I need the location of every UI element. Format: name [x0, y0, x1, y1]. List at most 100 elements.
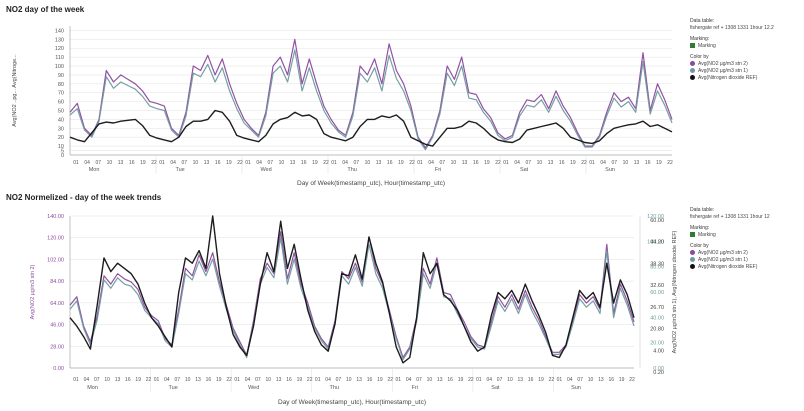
marking-value[interactable]: Marking [698, 232, 716, 238]
y2-tick-label: 80.00 [650, 265, 664, 271]
chart-panel-top [69, 26, 673, 174]
legend-item[interactable]: Avg(NO2 µg/m3 stn 2) [690, 61, 802, 68]
y-tick-label: 64.00 [50, 301, 64, 307]
x-tick-label: 04 [342, 160, 348, 166]
day-label: Mon [87, 385, 98, 391]
y2-tick-label: 60.00 [650, 218, 664, 224]
x-tick-label: 16 [559, 160, 565, 166]
y-tick-label: 140.00 [47, 214, 64, 220]
y2-axis-label: Avg(NO2 µg/m3 stn 1), Avg(Nitrogen dioxi… [672, 230, 678, 353]
y-tick-label: 30 [58, 126, 64, 132]
x-tick-label: 07 [354, 160, 360, 166]
x-tick-label: 13 [437, 377, 443, 383]
day-label: Sun [605, 167, 615, 173]
x-tick-label: 07 [182, 160, 188, 166]
x-tick-label: 04 [245, 377, 251, 383]
x-tick-label: 01 [154, 377, 160, 383]
legend-item[interactable]: Avg(Nitrogen dioxide REF) [690, 264, 802, 271]
day-label: Tue [175, 167, 184, 173]
marking-swatch [690, 43, 695, 49]
day-label: Wed [248, 385, 259, 391]
x-tick-label: 07 [612, 160, 618, 166]
x-tick-label: 07 [175, 377, 181, 383]
y2-tick-label: 60.00 [650, 290, 664, 296]
series-line-no2-stn2 [69, 231, 635, 359]
x-tick-label: 07 [577, 377, 583, 383]
x-tick-label: 22 [151, 160, 157, 166]
y2-tick-label: 120.00 [647, 214, 664, 220]
x-tick-label: 13 [118, 160, 124, 166]
x-tick-label: 13 [195, 377, 201, 383]
x-tick-label: 01 [476, 377, 482, 383]
x-tick-label: 04 [514, 160, 520, 166]
x-tick-label: 10 [279, 160, 285, 166]
x-tick-label: 13 [204, 160, 210, 166]
y-tick-label: 102.00 [47, 257, 64, 263]
data-table-label: Data table: [690, 18, 715, 24]
data-table-value[interactable]: fishergate ref + 1308 1331 1hour 12.2 [690, 25, 774, 31]
x-tick-label: 04 [256, 160, 262, 166]
legend-item[interactable]: Avg(NO2 µg/m3 stn 1) [690, 257, 802, 264]
day-label: Fri [435, 167, 441, 173]
legend-item[interactable]: Avg(NO2 µg/m3 stn 2) [690, 250, 802, 257]
x-tick-label: 10 [537, 160, 543, 166]
legend-top: Data table: fishergate ref + 1308 1331 1… [690, 18, 802, 82]
x-tick-label: 22 [549, 377, 555, 383]
x-tick-label: 04 [325, 377, 331, 383]
marking-value[interactable]: Marking [698, 43, 716, 49]
black-swatch [690, 264, 695, 270]
day-label: Wed [260, 167, 271, 173]
day-label: Thu [347, 167, 356, 173]
y-tick-label: 0.00 [53, 366, 64, 372]
x-tick-label: 01 [315, 377, 321, 383]
x-tick-label: 19 [458, 377, 464, 383]
legend-bottom: Data table: fishergate ref + 1308 1331 1… [690, 207, 802, 271]
y-tick-label: 0 [61, 153, 64, 159]
legend-item-label: Avg(NO2 µg/m3 stn 1) [698, 257, 748, 263]
x-tick-label: 10 [507, 377, 513, 383]
purple-swatch [690, 250, 695, 256]
color-by-label: Color by [690, 54, 709, 60]
x-tick-label: 19 [226, 160, 232, 166]
x-tick-label: 19 [619, 377, 625, 383]
x-tick-label: 22 [581, 160, 587, 166]
legend-item[interactable]: Avg(Nitrogen dioxide REF) [690, 75, 802, 82]
chart-title-bottom: NO2 Normelized - day of the week trends [6, 193, 162, 202]
x-tick-label: 22 [629, 377, 635, 383]
black-swatch [690, 75, 695, 81]
x-axis-label: Day of Week(timestamp_utc), Hour(timesta… [297, 180, 445, 187]
y-tick-label: 40 [58, 117, 64, 123]
x-tick-label: 13 [462, 160, 468, 166]
legend-item-label: Avg(Nitrogen dioxide REF) [698, 75, 758, 81]
y-tick-label: 84.00 [50, 279, 64, 285]
y2-tick-label: 0.00 [653, 366, 664, 372]
x-tick-label: 22 [323, 160, 329, 166]
data-table-value[interactable]: fishergate ref + 1308 1331 1hour 12 [690, 214, 770, 220]
x-tick-label: 04 [84, 160, 90, 166]
x-tick-label: 01 [396, 377, 402, 383]
x-tick-label: 16 [215, 160, 221, 166]
x-tick-label: 10 [185, 377, 191, 383]
x-tick-label: 04 [84, 377, 90, 383]
x-tick-label: 10 [365, 160, 371, 166]
y-tick-label: 100 [55, 64, 64, 70]
y-tick-label: 50 [58, 109, 64, 115]
x-tick-label: 04 [567, 377, 573, 383]
y-tick-label: 80 [58, 82, 64, 88]
y-tick-label: 46.00 [50, 323, 64, 329]
legend-item[interactable]: Avg(NO2 µg/m3 stn 1) [690, 68, 802, 75]
series-line-no2-stn1 [69, 237, 635, 361]
x-tick-label: 22 [388, 377, 394, 383]
x-tick-label: 04 [600, 160, 606, 166]
x-tick-label: 16 [473, 160, 479, 166]
x-tick-label: 10 [265, 377, 271, 383]
x-tick-label: 16 [447, 377, 453, 383]
day-label: Sat [520, 167, 529, 173]
y-axis-label: Avg(NO2 µg/m3 stn 2) [30, 264, 36, 319]
x-tick-label: 19 [312, 160, 318, 166]
x-tick-label: 22 [237, 160, 243, 166]
day-label: Sun [571, 385, 581, 391]
y-tick-label: 120 [55, 46, 64, 52]
x-tick-label: 16 [301, 160, 307, 166]
purple-swatch [690, 61, 695, 67]
